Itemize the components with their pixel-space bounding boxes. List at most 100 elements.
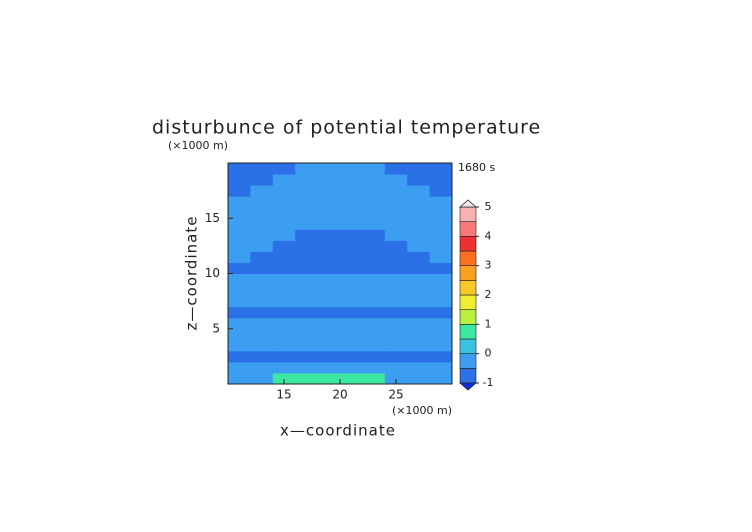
- field-cell: [228, 163, 251, 175]
- field-cell: [250, 317, 274, 330]
- field-cell: [317, 196, 341, 208]
- field-cell: [340, 372, 363, 385]
- field-cell: [362, 196, 386, 208]
- field-cell: [407, 229, 431, 241]
- field-cell: [340, 339, 363, 352]
- field-cell: [429, 372, 453, 385]
- y-tick-label: 10: [205, 266, 220, 280]
- field-cell: [340, 350, 363, 363]
- field-cell: [295, 350, 319, 363]
- x-tick-label: 25: [388, 388, 403, 402]
- field-cell: [362, 361, 386, 374]
- field-cell: [362, 317, 386, 330]
- field-cell: [384, 262, 408, 274]
- field-cell: [295, 317, 319, 330]
- colorbar-swatch: [459, 280, 477, 296]
- field-cell: [295, 240, 319, 252]
- field-cell: [407, 273, 431, 286]
- field-cell: [295, 196, 319, 208]
- field-cell: [272, 372, 296, 385]
- field-cell: [429, 273, 453, 286]
- field-cell: [362, 262, 386, 274]
- field-cell: [340, 218, 363, 230]
- field-cell: [228, 196, 251, 208]
- field-cell: [228, 317, 251, 330]
- field-cell: [340, 185, 363, 197]
- field-cell: [317, 328, 341, 341]
- colorbar-tick-label: 4: [485, 229, 492, 242]
- field-cell: [340, 196, 363, 208]
- field-cell: [317, 306, 341, 319]
- field-cell: [340, 262, 363, 274]
- field-cell: [272, 328, 296, 341]
- field-cell: [407, 339, 431, 352]
- field-cell: [272, 306, 296, 319]
- field-cell: [340, 229, 363, 241]
- field-cell: [272, 163, 296, 175]
- field-cell: [250, 361, 274, 374]
- field-cell: [295, 273, 319, 286]
- field-cell: [317, 262, 341, 274]
- colorbar-swatch: [459, 236, 477, 252]
- y-tick-label: 5: [212, 321, 220, 335]
- field-cell: [384, 372, 408, 385]
- field-cell: [384, 339, 408, 352]
- field-cell: [384, 317, 408, 330]
- field-cell: [429, 328, 453, 341]
- field-cell: [228, 185, 251, 197]
- field-cell: [384, 328, 408, 341]
- colorbar-swatch: [459, 324, 477, 340]
- field-cell: [362, 174, 386, 186]
- field-cell: [272, 317, 296, 330]
- field-cell: [429, 284, 453, 297]
- field-cell: [228, 240, 251, 252]
- field-cell: [250, 163, 274, 175]
- field-cell: [429, 185, 453, 197]
- field-cell: [228, 339, 251, 352]
- field-cell: [228, 218, 251, 230]
- field-cell: [228, 306, 251, 319]
- field-cell: [228, 372, 251, 385]
- field-cell: [295, 207, 319, 219]
- field-cell: [340, 240, 363, 252]
- field-cell: [250, 306, 274, 319]
- field-cell: [429, 295, 453, 308]
- field-cell: [407, 218, 431, 230]
- colorbar-tick-label: 2: [485, 288, 492, 301]
- field-cell: [295, 306, 319, 319]
- field-cell: [362, 218, 386, 230]
- field-cell: [272, 284, 296, 297]
- field-cell: [295, 262, 319, 274]
- field-cell: [295, 339, 319, 352]
- field-cell: [250, 273, 274, 286]
- field-cell: [317, 229, 341, 241]
- field-cell: [429, 339, 453, 352]
- field-cell: [384, 350, 408, 363]
- field-cell: [317, 251, 341, 263]
- field-cell: [272, 240, 296, 252]
- x-unit: (×1000 m): [392, 404, 452, 417]
- field-cell: [384, 207, 408, 219]
- field-cell: [317, 339, 341, 352]
- field-cell: [228, 262, 251, 274]
- field-cell: [362, 229, 386, 241]
- field-cell: [362, 163, 386, 175]
- field-cell: [429, 240, 453, 252]
- field-cell: [272, 361, 296, 374]
- field-cell: [429, 218, 453, 230]
- field-cell: [429, 174, 453, 186]
- field-cell: [384, 185, 408, 197]
- field-cell: [407, 295, 431, 308]
- colorbar-swatch: [459, 368, 477, 384]
- field-cell: [407, 328, 431, 341]
- field-cell: [362, 306, 386, 319]
- colorbar-swatch: [459, 338, 477, 354]
- field-cell: [429, 317, 453, 330]
- field-cell: [250, 229, 274, 241]
- colorbar-tick-label: 3: [485, 259, 492, 272]
- field-cell: [429, 229, 453, 241]
- chart-title: disturbunce of potential temperature: [152, 117, 541, 139]
- field-cell: [407, 251, 431, 263]
- field-cell: [295, 185, 319, 197]
